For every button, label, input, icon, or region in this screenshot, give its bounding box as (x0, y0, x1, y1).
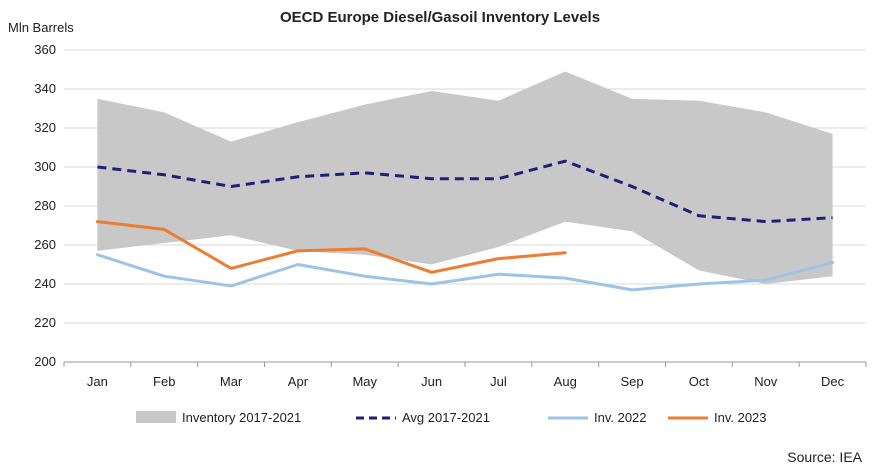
series-line-inv-2022 (95, 253, 835, 292)
axis-layer: 200 220 240 260 280 300 320 340 360 Jan Feb Mar Apr M… (34, 42, 867, 389)
y-axis-label: Mln Barrels (8, 20, 74, 35)
series-line-inv-2023 (95, 220, 567, 274)
x-tick-label: May (352, 374, 377, 389)
legend-label: Avg 2017-2021 (402, 410, 490, 425)
y-tick-label: 220 (34, 315, 56, 330)
series-layer (95, 159, 835, 292)
x-tick-label: Nov (754, 374, 778, 389)
x-tick-label: Mar (220, 374, 243, 389)
x-tick-label: Feb (153, 374, 175, 389)
x-tick-label: Dec (821, 374, 845, 389)
y-tick-label: 200 (34, 354, 56, 369)
range-band-area (97, 71, 833, 284)
y-tick-label: 360 (34, 42, 56, 57)
x-tick-label: Jan (87, 374, 108, 389)
x-tick-label: Apr (288, 374, 309, 389)
x-tick-label: Oct (689, 374, 710, 389)
range-band-layer (97, 71, 833, 284)
x-tick-label: Sep (621, 374, 644, 389)
y-tick-label: 300 (34, 159, 56, 174)
y-tick-label: 340 (34, 81, 56, 96)
chart-title: OECD Europe Diesel/Gasoil Inventory Leve… (280, 9, 600, 26)
legend-label: Inv. 2023 (714, 410, 767, 425)
legend-swatch-band (136, 411, 176, 423)
x-tick-label: Jul (490, 374, 507, 389)
x-tick-label: Aug (554, 374, 577, 389)
y-tick-label: 260 (34, 237, 56, 252)
y-tick-label: 320 (34, 120, 56, 135)
legend-label: Inventory 2017-2021 (182, 410, 301, 425)
source-note: Source: IEA (787, 449, 862, 465)
x-tick-label: Jun (421, 374, 442, 389)
y-tick-label: 280 (34, 198, 56, 213)
y-tick-label: 240 (34, 276, 56, 291)
series-line-avg-2017-2021 (97, 159, 833, 224)
legend-label: Inv. 2022 (594, 410, 647, 425)
legend: Inventory 2017-2021 Avg 2017-2021 Inv. 202… (136, 410, 767, 425)
